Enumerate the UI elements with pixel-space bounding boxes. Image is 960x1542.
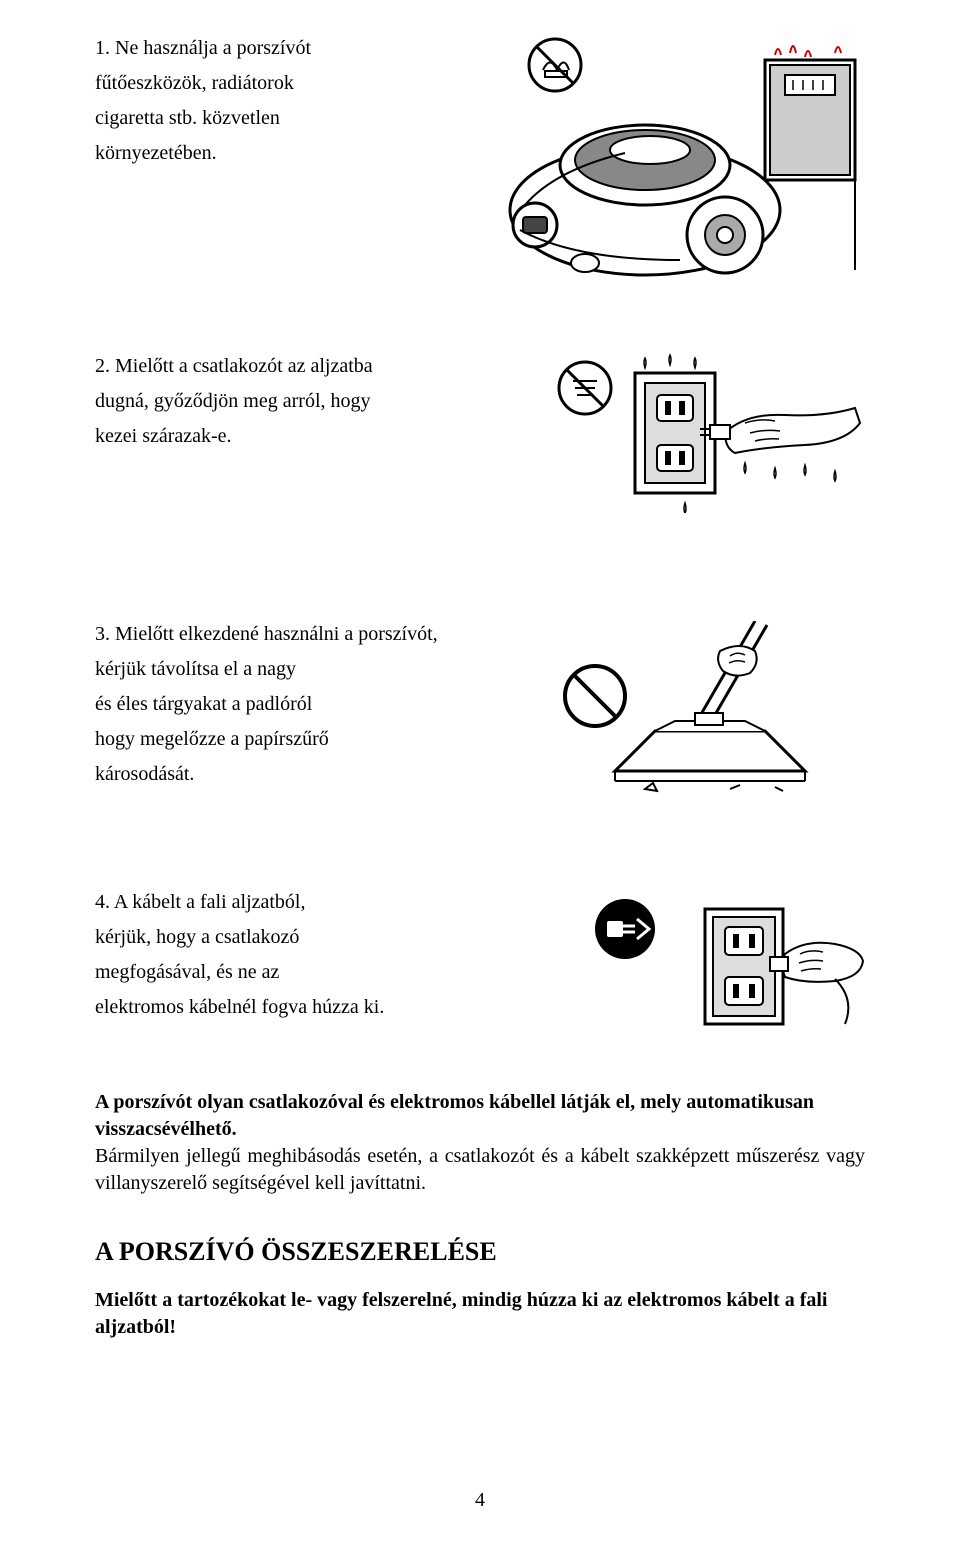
text-item-3: 3. Mielőtt elkezdené használni a porszív… — [95, 621, 455, 796]
item-1-line-2: fűtőeszközök, radiátorok — [95, 70, 455, 97]
illustration-4 — [455, 889, 865, 1039]
item-2-line-2: dugná, győződjön meg arról, hogy — [95, 388, 455, 415]
item-1-line-1: 1. Ne használja a porszívót — [95, 35, 455, 62]
item-4-line-4: elektromos kábelnél fogva húzza ki. — [95, 994, 455, 1021]
row-item-3: 3. Mielőtt elkezdené használni a porszív… — [95, 621, 865, 801]
item-4-line-3: megfogásával, és ne az — [95, 959, 455, 986]
assembly-heading: A PORSZÍVÓ ÖSSZESZERELÉSE — [95, 1237, 865, 1267]
row-item-2: 2. Mielőtt a csatlakozót az aljzatba dug… — [95, 353, 865, 513]
sub-paragraph: Mielőtt a tartozékokat le- vagy felszere… — [95, 1287, 865, 1341]
text-item-1: 1. Ne használja a porszívót fűtőeszközök… — [95, 35, 455, 175]
item-2-line-1: 2. Mielőtt a csatlakozót az aljzatba — [95, 353, 455, 380]
row-item-1: 1. Ne használja a porszívót fűtőeszközök… — [95, 35, 865, 285]
text-item-2: 2. Mielőtt a csatlakozót az aljzatba dug… — [95, 353, 455, 458]
item-3-line-1: 3. Mielőtt elkezdené használni a porszív… — [95, 621, 455, 648]
vacuum-heater-icon — [495, 35, 865, 285]
page-number: 4 — [0, 1489, 960, 1512]
main-paragraph: A porszívót olyan csatlakozóval és elekt… — [95, 1089, 865, 1197]
item-3-line-3: és éles tárgyakat a padlóról — [95, 691, 455, 718]
illustration-1 — [455, 35, 865, 285]
item-1-line-4: környezetében. — [95, 140, 455, 167]
item-3-line-2: kérjük távolítsa el a nagy — [95, 656, 455, 683]
bold-paragraph: A porszívót olyan csatlakozóval és elekt… — [95, 1089, 865, 1143]
item-3-line-5: károsodását. — [95, 761, 455, 788]
item-4-line-2: kérjük, hogy a csatlakozó — [95, 924, 455, 951]
text-item-4: 4. A kábelt a fali aljzatból, kérjük, ho… — [95, 889, 455, 1029]
illustration-2 — [455, 353, 865, 513]
item-1-line-3: cigaretta stb. közvetlen — [95, 105, 455, 132]
row-item-4: 4. A kábelt a fali aljzatból, kérjük, ho… — [95, 889, 865, 1039]
item-4-line-1: 4. A kábelt a fali aljzatból, — [95, 889, 455, 916]
illustration-3 — [455, 621, 865, 801]
wet-hand-outlet-icon — [545, 353, 865, 513]
unplug-by-plug-icon — [585, 889, 865, 1039]
item-2-line-3: kezei szárazak-e. — [95, 423, 455, 450]
item-3-line-4: hogy megelőzze a papírszűrő — [95, 726, 455, 753]
normal-paragraph: Bármilyen jellegű meghibásodás esetén, a… — [95, 1143, 865, 1197]
sharp-objects-floor-icon — [545, 621, 865, 801]
